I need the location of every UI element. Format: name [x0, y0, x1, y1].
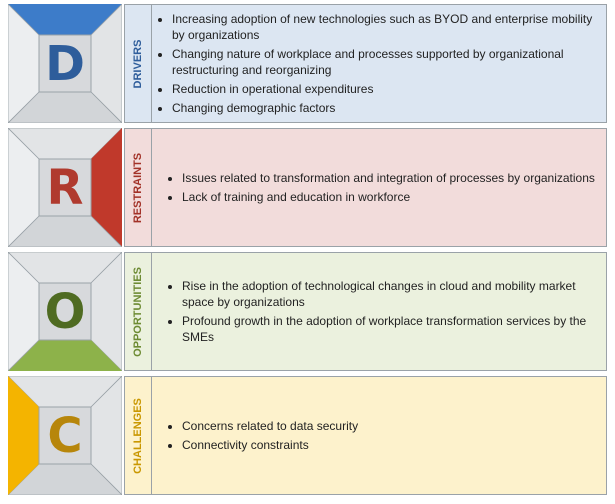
challenges-frame-graphic: [8, 376, 122, 495]
opportunities-frame-graphic: [8, 252, 122, 371]
drivers-frame-graphic: [8, 4, 122, 123]
row-opportunities: O OPPORTUNITIES Rise in the adoption of …: [0, 252, 615, 371]
drivers-list: Increasing adoption of new technologies …: [152, 8, 606, 119]
list-item: Changing demographic factors: [172, 100, 596, 116]
challenges-list: Concerns related to data security Connec…: [152, 415, 368, 456]
row-restraints: R RESTRAINTS Issues related to transform…: [0, 128, 615, 247]
list-item: Increasing adoption of new technologies …: [172, 11, 596, 43]
challenges-letter: C: [47, 407, 83, 464]
list-item: Concerns related to data security: [182, 418, 358, 434]
restraints-panel: Issues related to transformation and int…: [152, 128, 607, 247]
list-item: Changing nature of workplace and process…: [172, 46, 596, 78]
list-item: Reduction in operational expenditures: [172, 81, 596, 97]
restraints-label: RESTRAINTS: [132, 152, 144, 223]
list-item: Rise in the adoption of technological ch…: [182, 278, 596, 310]
drivers-panel: Increasing adoption of new technologies …: [152, 4, 607, 123]
challenges-panel: Concerns related to data security Connec…: [152, 376, 607, 495]
restraints-frame: R: [8, 128, 122, 247]
list-item: Issues related to transformation and int…: [182, 170, 595, 186]
challenges-label: CHALLENGES: [132, 397, 144, 474]
list-item: Connectivity constraints: [182, 437, 358, 453]
opportunities-list: Rise in the adoption of technological ch…: [152, 275, 606, 348]
opportunities-frame: O: [8, 252, 122, 371]
restraints-list: Issues related to transformation and int…: [152, 167, 605, 208]
drivers-frame: D: [8, 4, 122, 123]
opportunities-label-strip: OPPORTUNITIES: [124, 252, 152, 371]
opportunities-label: OPPORTUNITIES: [132, 266, 144, 357]
challenges-label-strip: CHALLENGES: [124, 376, 152, 495]
row-drivers: D DRIVERS Increasing adoption of new tec…: [0, 4, 615, 123]
opportunities-panel: Rise in the adoption of technological ch…: [152, 252, 607, 371]
restraints-letter: R: [46, 159, 84, 216]
challenges-frame: C: [8, 376, 122, 495]
row-challenges: C CHALLENGES Concerns related to data se…: [0, 376, 615, 495]
restraints-label-strip: RESTRAINTS: [124, 128, 152, 247]
opportunities-letter: O: [44, 283, 86, 340]
list-item: Profound growth in the adoption of workp…: [182, 313, 596, 345]
restraints-frame-graphic: [8, 128, 122, 247]
drivers-label-strip: DRIVERS: [124, 4, 152, 123]
drivers-label: DRIVERS: [132, 39, 144, 88]
list-item: Lack of training and education in workfo…: [182, 189, 595, 205]
drivers-letter: D: [45, 35, 85, 92]
